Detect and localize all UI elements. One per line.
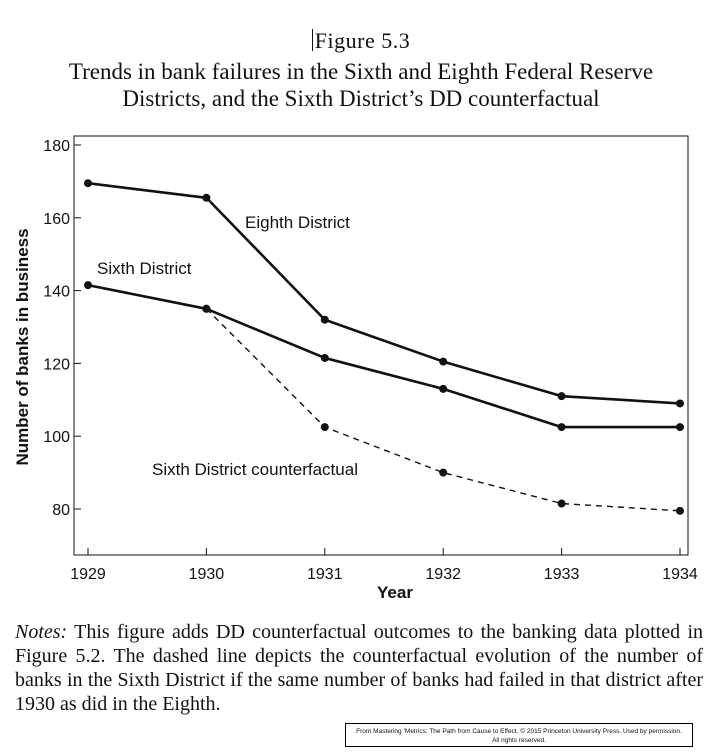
x-tick-label-1933: 1933 xyxy=(544,566,580,583)
data-point-sixth-district-1931 xyxy=(320,353,329,362)
data-point-sixth-district-1934 xyxy=(676,423,684,432)
series-label-eighth-district: Eighth District xyxy=(245,213,350,232)
data-point-sixth-district-1932 xyxy=(439,384,448,393)
data-point-sixth-district-1933 xyxy=(557,423,566,432)
figure-label: Figure 5.3 xyxy=(0,28,722,54)
y-tick-label-100: 100 xyxy=(43,429,70,446)
x-tick-label-1932: 1932 xyxy=(425,566,461,583)
figure-title: Trends in bank failures in the Sixth and… xyxy=(0,58,722,112)
series-layer xyxy=(84,179,684,515)
figure-notes: Notes: This figure adds DD counterfactua… xyxy=(15,620,703,716)
figure-title-line-2: Districts, and the Sixth District’s DD c… xyxy=(122,86,600,111)
plot-frame xyxy=(73,135,689,556)
series-labels: Eighth District Sixth District Sixth Distr… xyxy=(97,213,358,479)
x-tick-label-1931: 1931 xyxy=(307,566,343,583)
x-tick-label-1930: 1930 xyxy=(189,566,225,583)
y-tick-label-180: 180 xyxy=(43,138,70,155)
data-point-sixth-district-counterfactual-1933 xyxy=(557,499,566,508)
figure-title-line-1: Trends in bank failures in the Sixth and… xyxy=(68,59,654,84)
y-tick-label-140: 140 xyxy=(43,284,70,301)
series-label-sixth-district: Sixth District xyxy=(97,259,192,278)
data-point-sixth-district-counterfactual-1934 xyxy=(676,506,684,515)
data-point-sixth-district-1929 xyxy=(84,281,92,290)
series-label-sixth-district-counterfactual: Sixth District counterfactual xyxy=(152,460,358,479)
x-tick-label-1934: 1934 xyxy=(662,566,698,583)
x-tick-label-1929: 1929 xyxy=(70,566,106,583)
series-line-eighth-district xyxy=(87,181,681,405)
data-point-eighth-district-1929 xyxy=(84,179,92,188)
data-point-sixth-district-counterfactual-1930 xyxy=(202,304,211,313)
y-axis-title: Number of banks in business xyxy=(13,228,32,465)
data-point-eighth-district-1930 xyxy=(202,193,211,202)
y-tick-label-160: 160 xyxy=(43,211,70,228)
text-cursor xyxy=(311,29,313,51)
credit-line-2: All rights reserved. xyxy=(492,737,546,744)
y-tick-label-120: 120 xyxy=(43,356,70,373)
credit-line-1: From Mastering ’Metrics: The Path from C… xyxy=(356,728,682,735)
data-point-eighth-district-1934 xyxy=(676,399,684,408)
y-axis: 80 100 120 140 160 180 xyxy=(43,138,81,519)
figure-label-text: Figure 5.3 xyxy=(314,28,411,53)
y-tick-label-80: 80 xyxy=(52,502,70,519)
permission-credit: From Mastering ’Metrics: The Path from C… xyxy=(345,723,693,747)
data-point-eighth-district-1933 xyxy=(557,392,566,401)
x-axis-title: Year xyxy=(377,583,413,602)
data-point-eighth-district-1932 xyxy=(439,357,448,366)
notes-text: This figure adds DD counterfactual outco… xyxy=(15,621,703,715)
x-axis: 1929 1930 1931 1932 1933 1934 xyxy=(70,548,698,583)
notes-label: Notes: xyxy=(15,621,68,643)
series-line-sixth-district-counterfactual xyxy=(205,308,681,512)
data-point-sixth-district-counterfactual-1931 xyxy=(320,423,329,432)
data-point-eighth-district-1931 xyxy=(320,315,329,324)
data-point-sixth-district-counterfactual-1932 xyxy=(439,468,448,477)
series-line-sixth-district xyxy=(87,283,680,429)
